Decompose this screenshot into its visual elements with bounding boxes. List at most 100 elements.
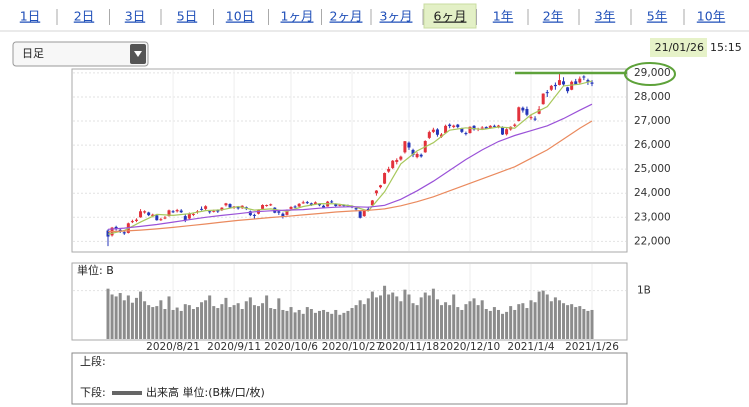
- period-tabs: 1日 2日 3日 5日 10日 1ヶ月 2ヶ月 3ヶ月 6ヶ月 1年 2年 3年 5年 10年: [20, 3, 725, 29]
- candle-body: [440, 134, 444, 137]
- volume-bar: [256, 306, 260, 339]
- volume-bar: [183, 304, 187, 339]
- candle-body: [578, 78, 582, 83]
- candle-body: [427, 132, 431, 138]
- x-tick-label: 2020/9/11: [207, 341, 261, 353]
- volume-bar: [566, 305, 570, 339]
- candle-body: [521, 107, 525, 111]
- volume-bar: [224, 297, 228, 339]
- volume-bar: [106, 288, 110, 339]
- volume-bar: [464, 304, 468, 339]
- candle-body: [175, 210, 179, 212]
- volume-bar: [171, 309, 175, 339]
- candle-body: [220, 207, 224, 211]
- period-tab[interactable]: 5年: [647, 9, 667, 24]
- candle-body: [216, 210, 220, 212]
- period-tab[interactable]: 3ヶ月: [380, 9, 413, 24]
- candle-body: [139, 211, 143, 218]
- volume-bar: [440, 305, 444, 339]
- selected-tab-bg: [423, 3, 477, 29]
- volume-bar: [269, 308, 273, 339]
- candle-body: [208, 211, 212, 213]
- y-tick-label: 22,000: [634, 235, 671, 247]
- volume-bar: [163, 309, 167, 339]
- timestamp-date: 21/01/26: [655, 41, 704, 54]
- period-tab[interactable]: 2日: [74, 9, 94, 24]
- volume-bar: [562, 303, 566, 339]
- candle-body: [460, 128, 464, 132]
- volume-bar: [456, 307, 460, 339]
- volume-bar: [435, 299, 439, 339]
- highlight-ellipse: [624, 62, 676, 86]
- period-tab[interactable]: 2年: [543, 9, 563, 24]
- volume-bar: [265, 295, 269, 339]
- volume-bar: [480, 300, 484, 339]
- volume-bar: [557, 300, 561, 339]
- volume-bar: [293, 312, 297, 339]
- period-tab[interactable]: 2ヶ月: [330, 9, 363, 24]
- volume-bar: [403, 289, 407, 339]
- period-tab[interactable]: 10日: [226, 9, 254, 24]
- candle-body: [419, 154, 423, 157]
- price-panel: [71, 68, 628, 253]
- candle-body: [395, 160, 399, 162]
- candle-body: [492, 125, 496, 127]
- volume-bar: [492, 307, 496, 339]
- legend-volume: 出来高 単位:(B株/口/枚): [146, 385, 265, 399]
- volume-bar: [309, 309, 313, 339]
- candle-body: [480, 127, 484, 129]
- volume-bar: [179, 310, 183, 339]
- candle-body: [541, 93, 545, 105]
- candle-body: [549, 85, 553, 90]
- volume-bar: [289, 307, 293, 339]
- candle-body: [464, 133, 468, 135]
- candle-body: [354, 208, 358, 210]
- candle-body: [317, 203, 321, 206]
- volume-bar: [570, 304, 574, 339]
- volume-bar: [228, 307, 232, 339]
- x-tick-label: 2020/10/27: [322, 341, 383, 353]
- volume-bar: [553, 297, 557, 339]
- period-tab[interactable]: 1ヶ月: [281, 9, 314, 24]
- candle-body: [517, 107, 521, 122]
- period-tab[interactable]: 3年: [595, 9, 615, 24]
- candle-body: [200, 208, 204, 210]
- volume-bar: [285, 310, 289, 339]
- period-tab[interactable]: 6ヶ月: [434, 9, 467, 24]
- volume-bar: [330, 313, 334, 339]
- candle-body: [159, 219, 163, 221]
- candle-body: [484, 127, 488, 129]
- period-tab[interactable]: 5日: [177, 9, 197, 24]
- candle-body: [147, 212, 151, 216]
- candle-body: [387, 168, 391, 172]
- candle-body: [391, 160, 395, 168]
- y-tick-label: 27,000: [634, 115, 671, 127]
- volume-bar: [366, 298, 370, 339]
- volume-bar: [167, 296, 171, 339]
- y-tick-label: 25,000: [634, 163, 671, 175]
- volume-bar: [586, 310, 590, 339]
- candle-body: [370, 200, 374, 206]
- volume-bar: [301, 313, 305, 339]
- volume-bar: [374, 297, 378, 339]
- volume-bar: [334, 309, 338, 339]
- candle-body: [362, 210, 366, 217]
- candle-body: [187, 213, 191, 219]
- candle-body: [309, 203, 313, 206]
- volume-bar: [187, 305, 191, 339]
- legend-lower: 下段:: [80, 385, 106, 399]
- period-tab[interactable]: 3日: [125, 9, 145, 24]
- period-tab[interactable]: 1年: [493, 9, 513, 24]
- volume-bar: [114, 296, 118, 339]
- interval-dropdown[interactable]: [12, 41, 149, 67]
- period-tab[interactable]: 10年: [697, 9, 725, 24]
- volume-bar: [212, 306, 216, 339]
- volume-bar: [358, 300, 362, 339]
- volume-bar: [110, 294, 114, 339]
- candle-body: [448, 124, 452, 127]
- candle-body: [191, 213, 195, 215]
- candle-body: [167, 210, 171, 217]
- candle-body: [155, 215, 159, 221]
- period-tab[interactable]: 1日: [20, 9, 40, 24]
- candle-body: [403, 141, 407, 153]
